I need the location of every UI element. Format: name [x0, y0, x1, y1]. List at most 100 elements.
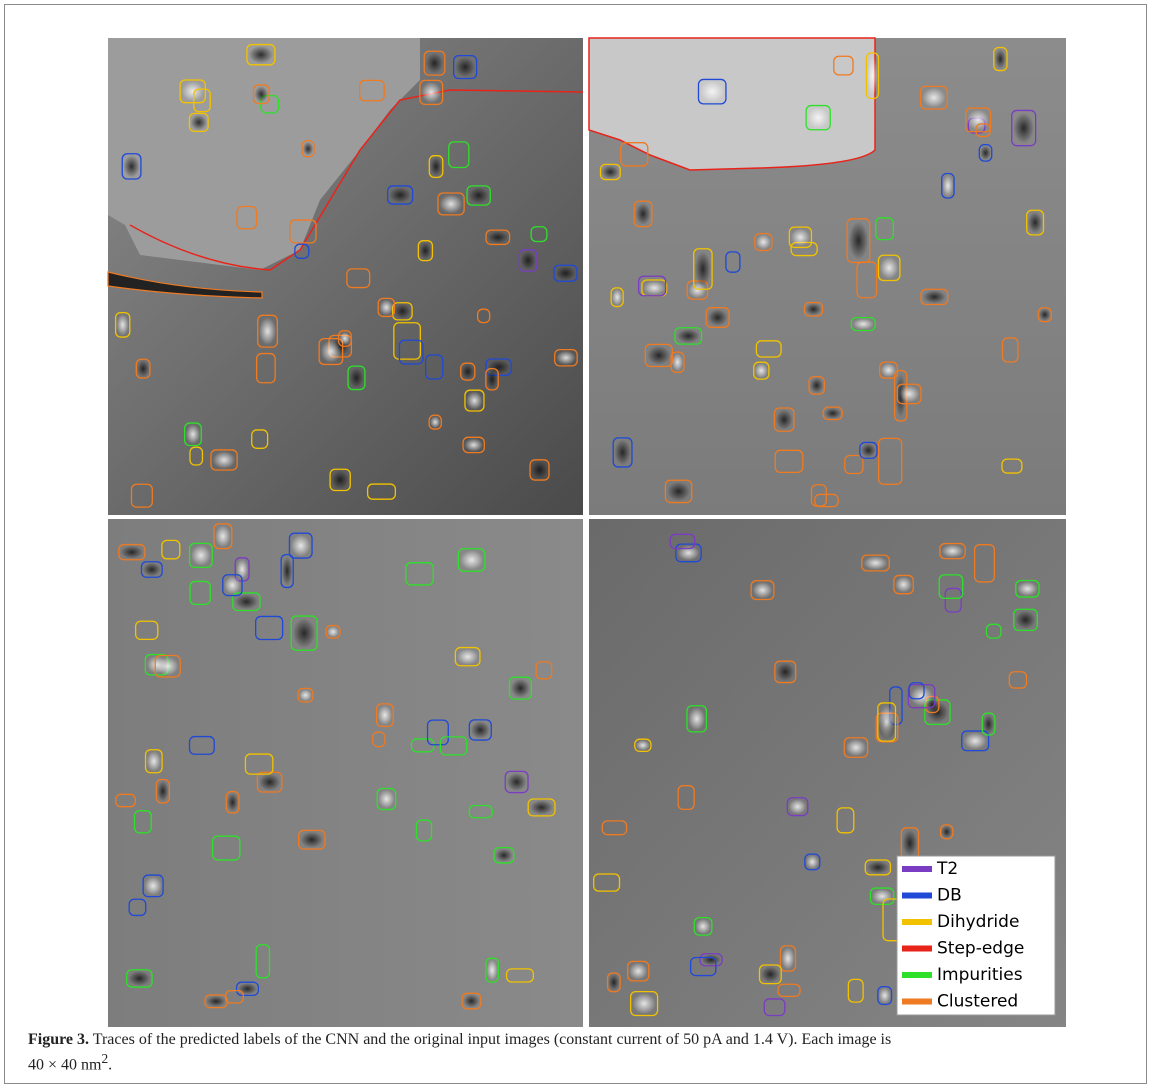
blob: [321, 340, 341, 362]
blob: [331, 471, 349, 490]
blob: [378, 705, 392, 725]
blob: [157, 781, 168, 801]
blob: [255, 86, 268, 102]
blob: [457, 649, 478, 665]
blob: [612, 289, 622, 305]
legend-label: Step-edge: [937, 939, 1024, 959]
blob: [1015, 611, 1035, 629]
blob: [378, 790, 394, 808]
blob: [249, 46, 273, 64]
blob: [128, 971, 150, 986]
legend-swatch: [902, 919, 932, 925]
blob: [923, 290, 946, 303]
blob: [872, 889, 892, 903]
figure-image: T2DBDihydrideStep-edgeImpuritiesClustere…: [0, 0, 1153, 1030]
blob: [530, 800, 553, 815]
blob: [235, 594, 259, 609]
blob: [867, 861, 889, 874]
blob: [123, 155, 139, 177]
legend-label: Dihydride: [937, 912, 1019, 932]
blob: [421, 82, 441, 103]
blob: [881, 363, 896, 377]
blob: [293, 618, 316, 648]
blob: [238, 983, 257, 994]
blob: [507, 773, 527, 791]
blob: [776, 663, 794, 682]
blob: [531, 461, 547, 479]
blob: [677, 329, 700, 343]
caption-formula: 40 × 40 nm: [28, 1056, 101, 1073]
blob: [853, 318, 874, 329]
legend: T2DBDihydrideStep-edgeImpuritiesClustere…: [897, 856, 1055, 1015]
blob: [464, 438, 483, 451]
blob: [157, 657, 179, 676]
blob: [1039, 309, 1050, 321]
blob: [922, 88, 945, 108]
blob: [143, 563, 161, 576]
blob: [213, 451, 236, 468]
blob: [487, 960, 498, 981]
blob: [471, 721, 490, 739]
legend-swatch: [902, 972, 932, 978]
blob: [186, 425, 200, 445]
blob: [899, 386, 920, 403]
blob: [776, 410, 793, 430]
blob: [117, 314, 129, 335]
legend-label: Impurities: [937, 965, 1023, 985]
blob: [695, 251, 711, 286]
blob: [647, 346, 670, 365]
blob: [495, 849, 512, 862]
blob: [702, 955, 721, 965]
blob: [556, 351, 576, 365]
legend-swatch: [902, 999, 932, 1005]
blob: [808, 107, 829, 128]
blob: [902, 830, 917, 856]
blob: [469, 187, 489, 204]
blob: [629, 963, 647, 980]
blob: [349, 368, 364, 388]
blob: [700, 81, 724, 102]
blob: [206, 996, 225, 1007]
blob: [880, 257, 899, 279]
blob: [846, 739, 866, 756]
blob: [824, 408, 841, 419]
blob: [941, 826, 952, 838]
blob: [695, 919, 710, 934]
blob: [983, 715, 994, 734]
blob: [379, 300, 393, 316]
caption-text: Traces of the predicted labels of the CN…: [93, 1031, 891, 1048]
blob: [462, 364, 474, 379]
blob: [339, 332, 350, 346]
blob: [864, 556, 888, 570]
blob: [440, 194, 463, 213]
blob: [430, 416, 441, 428]
blob: [635, 203, 650, 225]
blob: [291, 535, 311, 557]
legend-label: DB: [937, 886, 962, 906]
blob: [1013, 113, 1034, 144]
blob: [756, 235, 771, 250]
blob: [867, 56, 878, 96]
blob: [879, 988, 891, 1003]
blob: [755, 363, 768, 378]
legend-swatch: [902, 866, 932, 872]
blob: [426, 53, 444, 74]
blob: [147, 751, 161, 771]
blob: [672, 353, 683, 371]
blob: [259, 317, 276, 345]
blob: [419, 242, 431, 259]
blob: [191, 115, 207, 131]
blob: [849, 222, 869, 260]
blob: [300, 832, 323, 848]
blob: [487, 370, 498, 388]
blob: [636, 740, 650, 751]
blob: [555, 266, 575, 280]
blob: [488, 231, 509, 243]
blob: [327, 626, 339, 637]
blob: [182, 81, 204, 101]
blob: [282, 557, 292, 586]
blob: [602, 165, 619, 178]
blob: [644, 281, 666, 295]
blob: [236, 559, 248, 579]
blob: [967, 110, 989, 131]
